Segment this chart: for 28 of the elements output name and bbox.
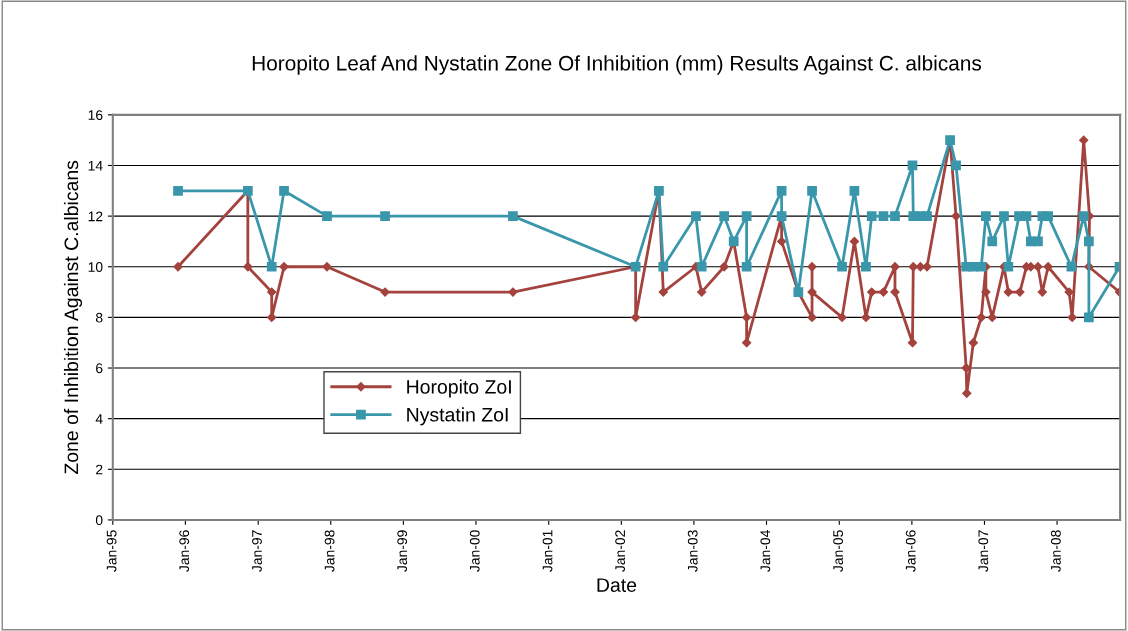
x-tick-label: Jan-07 <box>978 530 989 572</box>
x-tick-label: Jan-99 <box>397 530 408 572</box>
legend-label: Horopito ZoI <box>407 379 511 398</box>
y-axis-title: Zone of Inhibition Against C.albicans <box>63 160 83 475</box>
x-tick-label: Jan-08 <box>1050 530 1061 572</box>
x-tick-label: Jan-95 <box>106 530 117 572</box>
x-tick-label: Jan-97 <box>252 530 262 572</box>
chart-title: Horopito Leaf And Nystatin Zone Of Inhibition (mm) Results Against C. albicans <box>252 55 982 75</box>
y-tick-label: 16 <box>88 110 103 121</box>
x-tick-label: Jan-02 <box>615 530 626 572</box>
y-tick-label: 12 <box>88 211 103 222</box>
y-tick-label: 4 <box>95 414 103 424</box>
y-tick-label: 14 <box>88 160 103 171</box>
x-tick-label: Jan-03 <box>687 530 698 572</box>
x-tick-label: Jan-04 <box>760 530 771 572</box>
x-tick-label: Jan-06 <box>905 530 916 572</box>
y-tick-label: 2 <box>96 464 103 475</box>
x-tick-label: Jan-96 <box>179 530 190 572</box>
x-tick-label: Jan-05 <box>833 530 844 572</box>
legend-label: Nystatin ZoI <box>407 407 508 426</box>
y-tick-label: 0 <box>95 515 103 526</box>
y-tick-label: 8 <box>95 312 103 323</box>
x-tick-label: Jan-98 <box>324 530 335 572</box>
y-tick-label: 10 <box>88 262 103 272</box>
y-tick-label: 6 <box>96 363 103 374</box>
x-tick-label: Jan-00 <box>469 530 480 572</box>
x-tick-label: Jan-01 <box>542 530 553 572</box>
x-axis-title: Date <box>597 578 637 592</box>
